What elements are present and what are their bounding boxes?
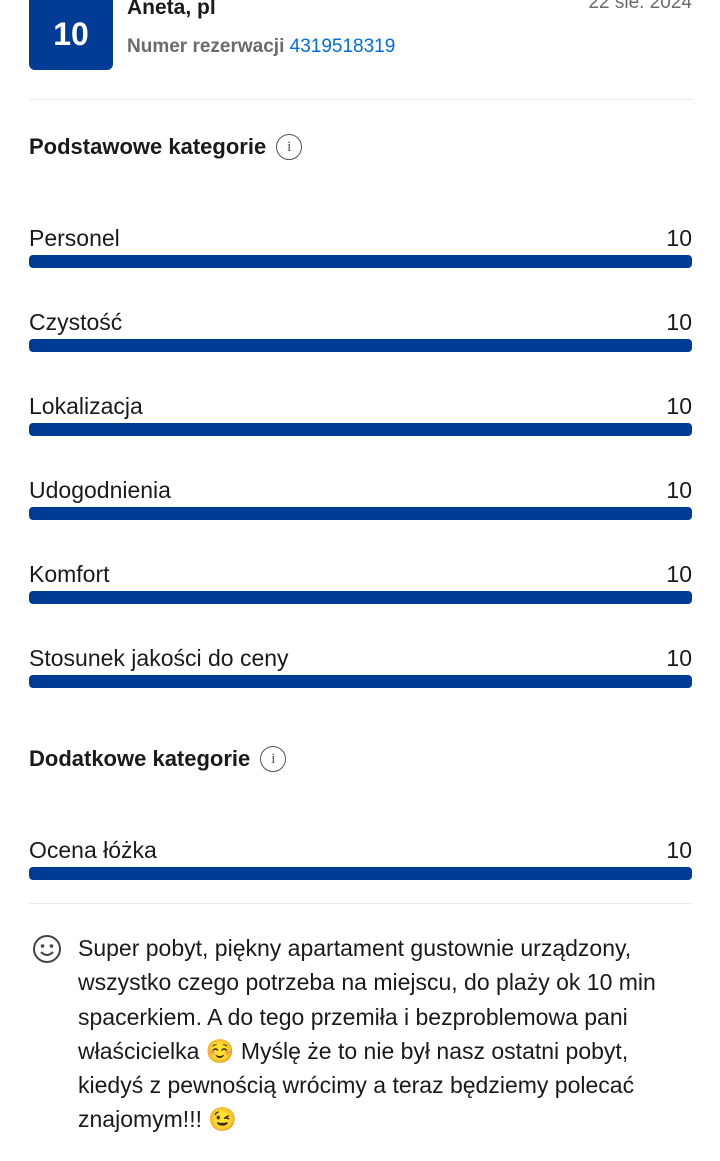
smile-icon <box>33 935 61 963</box>
section-heading: Dodatkowe kategorie i <box>29 743 287 775</box>
reservation: Numer rezerwacji 4319518319 <box>127 36 395 58</box>
score-badge: 10 <box>29 0 113 70</box>
category-label: Czystość <box>29 309 123 335</box>
category-score: 10 <box>666 477 692 503</box>
category-score: 10 <box>666 561 692 587</box>
category-score: 10 <box>666 837 692 863</box>
category-score: 10 <box>666 645 692 671</box>
score-bar <box>29 255 692 268</box>
guest-name: Aneta, pl <box>127 0 216 19</box>
score-bar <box>29 423 692 436</box>
score-bar <box>29 867 692 880</box>
category-label: Komfort <box>29 561 110 587</box>
category-label: Personel <box>29 225 120 251</box>
category-score: 10 <box>666 309 692 335</box>
separator <box>29 99 692 100</box>
category-label: Ocena łóżka <box>29 837 157 863</box>
review-text: Super pobyt, piękny apartament gustownie… <box>78 935 656 1133</box>
reservation-number[interactable]: 4319518319 <box>289 36 396 57</box>
info-icon[interactable]: i <box>260 746 287 772</box>
category-label: Stosunek jakości do ceny <box>29 645 289 671</box>
review-date: 22 sie. 2024 <box>588 0 692 13</box>
score-bar <box>29 339 692 352</box>
category-label: Lokalizacja <box>29 393 143 419</box>
score-bar <box>29 507 692 520</box>
separator <box>29 903 692 904</box>
section-title: Podstawowe kategorie <box>29 134 267 159</box>
score-bar <box>29 675 692 688</box>
category-score: 10 <box>666 393 692 419</box>
category-label: Udogodnienia <box>29 477 171 503</box>
category-score: 10 <box>666 225 692 251</box>
section-title: Dodatkowe kategorie <box>29 746 251 771</box>
reservation-label: Numer rezerwacji <box>127 36 285 57</box>
info-icon[interactable]: i <box>276 134 303 160</box>
section-heading: Podstawowe kategorie i <box>29 131 303 163</box>
score-bar <box>29 591 692 604</box>
